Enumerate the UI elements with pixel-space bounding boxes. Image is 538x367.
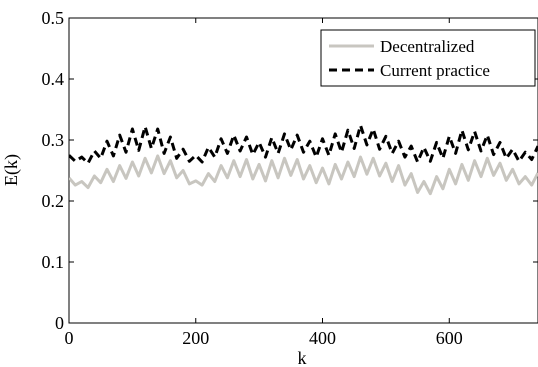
y-tick-label: 0.2	[42, 191, 65, 211]
x-tick-label: 600	[436, 328, 463, 348]
series-layer	[69, 123, 538, 196]
y-axis-label: E(k)	[1, 154, 22, 186]
series-line-decentralized	[69, 154, 538, 196]
x-tick-label: 400	[309, 328, 336, 348]
legend-label-decentralized: Decentralized	[380, 37, 475, 56]
y-tick-label: 0.4	[42, 69, 65, 89]
x-tick-label: 0	[65, 328, 74, 348]
legend-label-current-practice: Current practice	[380, 61, 490, 80]
x-axis-label: k	[298, 348, 307, 367]
legend-box	[320, 29, 536, 87]
legend: Decentralized Current practice	[320, 29, 536, 87]
tick-layer: 0 200 400 600 0 0.1 0.2 0.3 0.4 0.5	[42, 8, 538, 348]
y-tick-label: 0.1	[42, 252, 65, 272]
x-tick-label: 200	[182, 328, 209, 348]
series-line-current-practice	[69, 123, 538, 165]
y-tick-label: 0	[55, 313, 64, 333]
y-tick-label: 0.5	[42, 8, 65, 28]
y-tick-label: 0.3	[42, 130, 65, 150]
